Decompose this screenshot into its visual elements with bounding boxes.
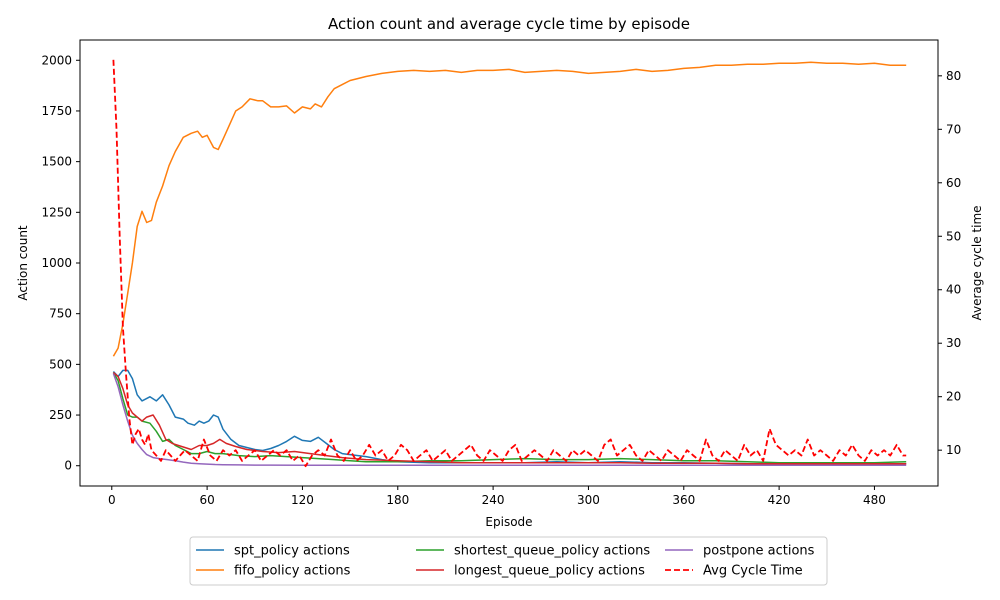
x-tick-label: 360 <box>672 493 695 507</box>
y-left-tick-label: 1000 <box>41 256 72 270</box>
legend-label: fifo_policy actions <box>234 564 351 579</box>
x-tick-label: 300 <box>577 493 600 507</box>
legend: spt_policy actions fifo_policy actions sho… <box>189 536 828 586</box>
x-axis: 0 60 120 180 240 300 360 420 480 <box>108 486 886 507</box>
y-axis-left: 0 250 500 750 1000 1250 1500 1750 2000 <box>41 53 80 473</box>
x-tick-label: 0 <box>108 493 116 507</box>
series-layer <box>112 59 907 468</box>
y-right-tick-label: 40 <box>946 283 961 297</box>
y-axis-right: 10 20 30 40 50 60 70 80 <box>938 69 961 457</box>
y-axis-left-title: Action count <box>16 225 30 301</box>
y-right-tick-label: 10 <box>946 443 961 457</box>
x-tick-label: 120 <box>291 493 314 507</box>
y-left-tick-label: 2000 <box>41 53 72 67</box>
x-tick-label: 240 <box>482 493 505 507</box>
series-line-1 <box>112 61 907 357</box>
series-line-4 <box>112 373 907 467</box>
x-tick-label: 420 <box>768 493 791 507</box>
y-left-tick-label: 0 <box>64 459 72 473</box>
y-left-tick-label: 750 <box>49 307 72 321</box>
y-axis-right-title: Average cycle time <box>970 205 984 320</box>
legend-frame <box>189 536 828 586</box>
y-right-tick-label: 80 <box>946 69 961 83</box>
y-right-tick-label: 70 <box>946 122 961 136</box>
y-right-tick-label: 50 <box>946 229 961 243</box>
y-left-tick-label: 1250 <box>41 205 72 219</box>
legend-label: longest_queue_policy actions <box>454 564 645 579</box>
y-left-tick-label: 1750 <box>41 104 72 118</box>
x-tick-label: 60 <box>199 493 214 507</box>
series-line-3 <box>112 371 907 465</box>
chart-title: Action count and average cycle time by e… <box>328 15 690 33</box>
legend-label: shortest_queue_policy actions <box>454 544 650 559</box>
series-line-0 <box>112 369 907 465</box>
y-left-tick-label: 500 <box>49 357 72 371</box>
x-tick-label: 180 <box>386 493 409 507</box>
x-tick-label: 480 <box>863 493 886 507</box>
plot-frame <box>79 39 939 487</box>
y-right-tick-label: 20 <box>946 390 961 404</box>
legend-label: Avg Cycle Time <box>703 564 803 579</box>
y-left-tick-label: 250 <box>49 408 72 422</box>
y-left-tick-label: 1500 <box>41 155 72 169</box>
y-right-tick-label: 30 <box>946 336 961 350</box>
y-right-tick-label: 60 <box>946 176 961 190</box>
legend-label: postpone actions <box>703 544 815 559</box>
x-axis-title: Episode <box>485 515 532 529</box>
series-line-2 <box>112 372 907 464</box>
legend-label: spt_policy actions <box>234 544 350 559</box>
series-line-5 <box>112 59 907 468</box>
